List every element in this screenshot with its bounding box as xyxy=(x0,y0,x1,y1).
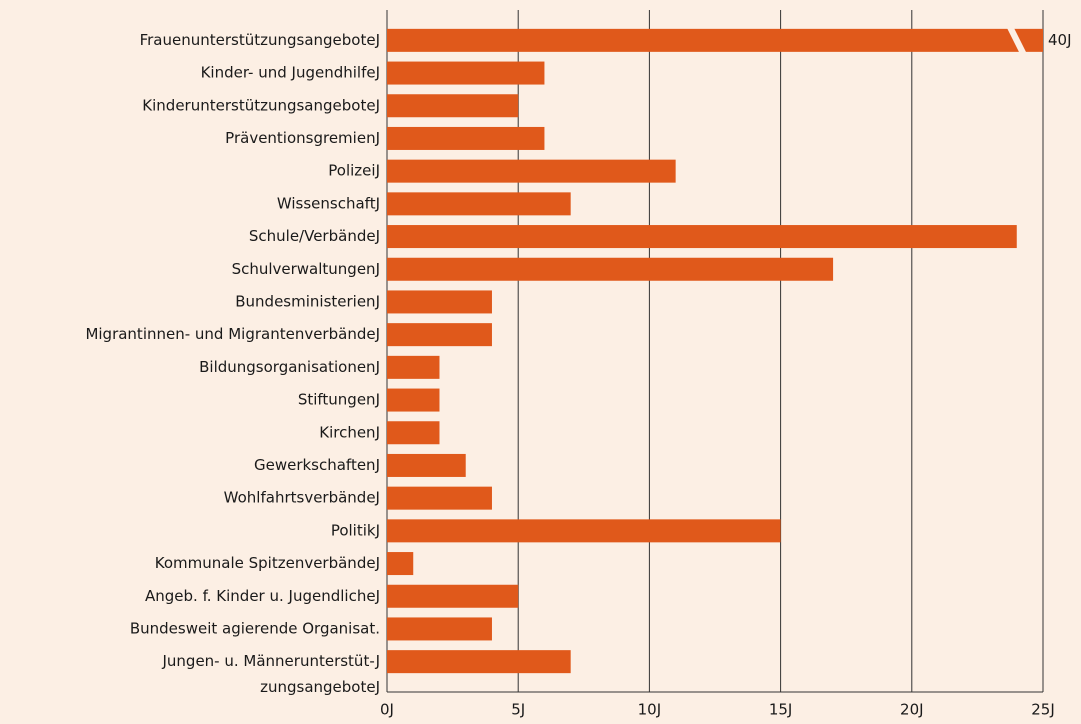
x-tick-label: 15J xyxy=(769,701,793,719)
y-tick-label: PräventionsgremienJ xyxy=(225,129,380,147)
y-tick-label: BildungsorganisationenJ xyxy=(199,358,380,376)
y-tick-label: KirchenJ xyxy=(319,423,380,441)
bar xyxy=(387,257,834,281)
y-tick-label: Kommunale SpitzenverbändeJ xyxy=(155,554,380,572)
axis-break xyxy=(1006,26,1027,54)
y-tick-label: Jungen- u. Männerunterstüt-J xyxy=(161,652,380,670)
bar xyxy=(387,225,1017,249)
y-tick-label: Kinder- und JugendhilfeJ xyxy=(201,64,380,82)
bar xyxy=(387,323,492,347)
x-tick-label: 0J xyxy=(380,701,394,719)
y-tick-label: PolizeiJ xyxy=(328,162,380,180)
y-tick-label: zungsangeboteJ xyxy=(260,678,380,696)
bars xyxy=(387,28,1043,674)
bar xyxy=(387,159,676,183)
x-tick-label: 20J xyxy=(900,701,924,719)
y-tick-label: GewerkschaftenJ xyxy=(254,456,380,474)
y-tick-label: BundesministerienJ xyxy=(235,292,380,310)
bar xyxy=(387,388,440,412)
y-tick-label: WissenschaftJ xyxy=(277,194,380,212)
bar xyxy=(387,290,492,314)
x-tick-label: 10J xyxy=(638,701,662,719)
bar xyxy=(387,94,519,118)
bar xyxy=(387,421,440,445)
grid xyxy=(386,10,1044,693)
value-label: 40J xyxy=(1048,31,1072,49)
labels: 0J 5J 10J 15J 20J 25J Frauenunterstützungsange… xyxy=(85,31,1071,719)
bar xyxy=(387,28,1043,52)
x-tick-label: 5J xyxy=(511,701,525,719)
bar xyxy=(387,355,440,379)
y-tick-label: FrauenunterstützungsangeboteJ xyxy=(140,31,380,49)
x-tick-label: 25J xyxy=(1031,701,1055,719)
y-tick-label: KinderunterstützungsangeboteJ xyxy=(142,96,380,114)
bar xyxy=(387,584,519,608)
y-tick-label: Schule/VerbändeJ xyxy=(249,227,380,245)
bar xyxy=(387,453,466,477)
bar xyxy=(387,192,571,216)
bar xyxy=(387,552,414,576)
bar xyxy=(387,126,545,150)
y-tick-label: Migrantinnen- und MigrantenverbändeJ xyxy=(85,325,380,343)
y-tick-label: Angeb. f. Kinder u. JugendlicheJ xyxy=(145,587,380,605)
bar xyxy=(387,617,492,641)
bar xyxy=(387,650,571,674)
y-tick-label: SchulverwaltungenJ xyxy=(232,260,380,278)
bar xyxy=(387,61,545,85)
y-tick-label: StiftungenJ xyxy=(298,391,380,409)
y-tick-label: PolitikJ xyxy=(331,521,380,539)
bar xyxy=(387,519,781,543)
y-tick-label: Bundesweit agierende Organisat. xyxy=(130,619,380,637)
bar xyxy=(387,486,492,510)
y-tick-label: WohlfahrtsverbändeJ xyxy=(224,489,380,507)
